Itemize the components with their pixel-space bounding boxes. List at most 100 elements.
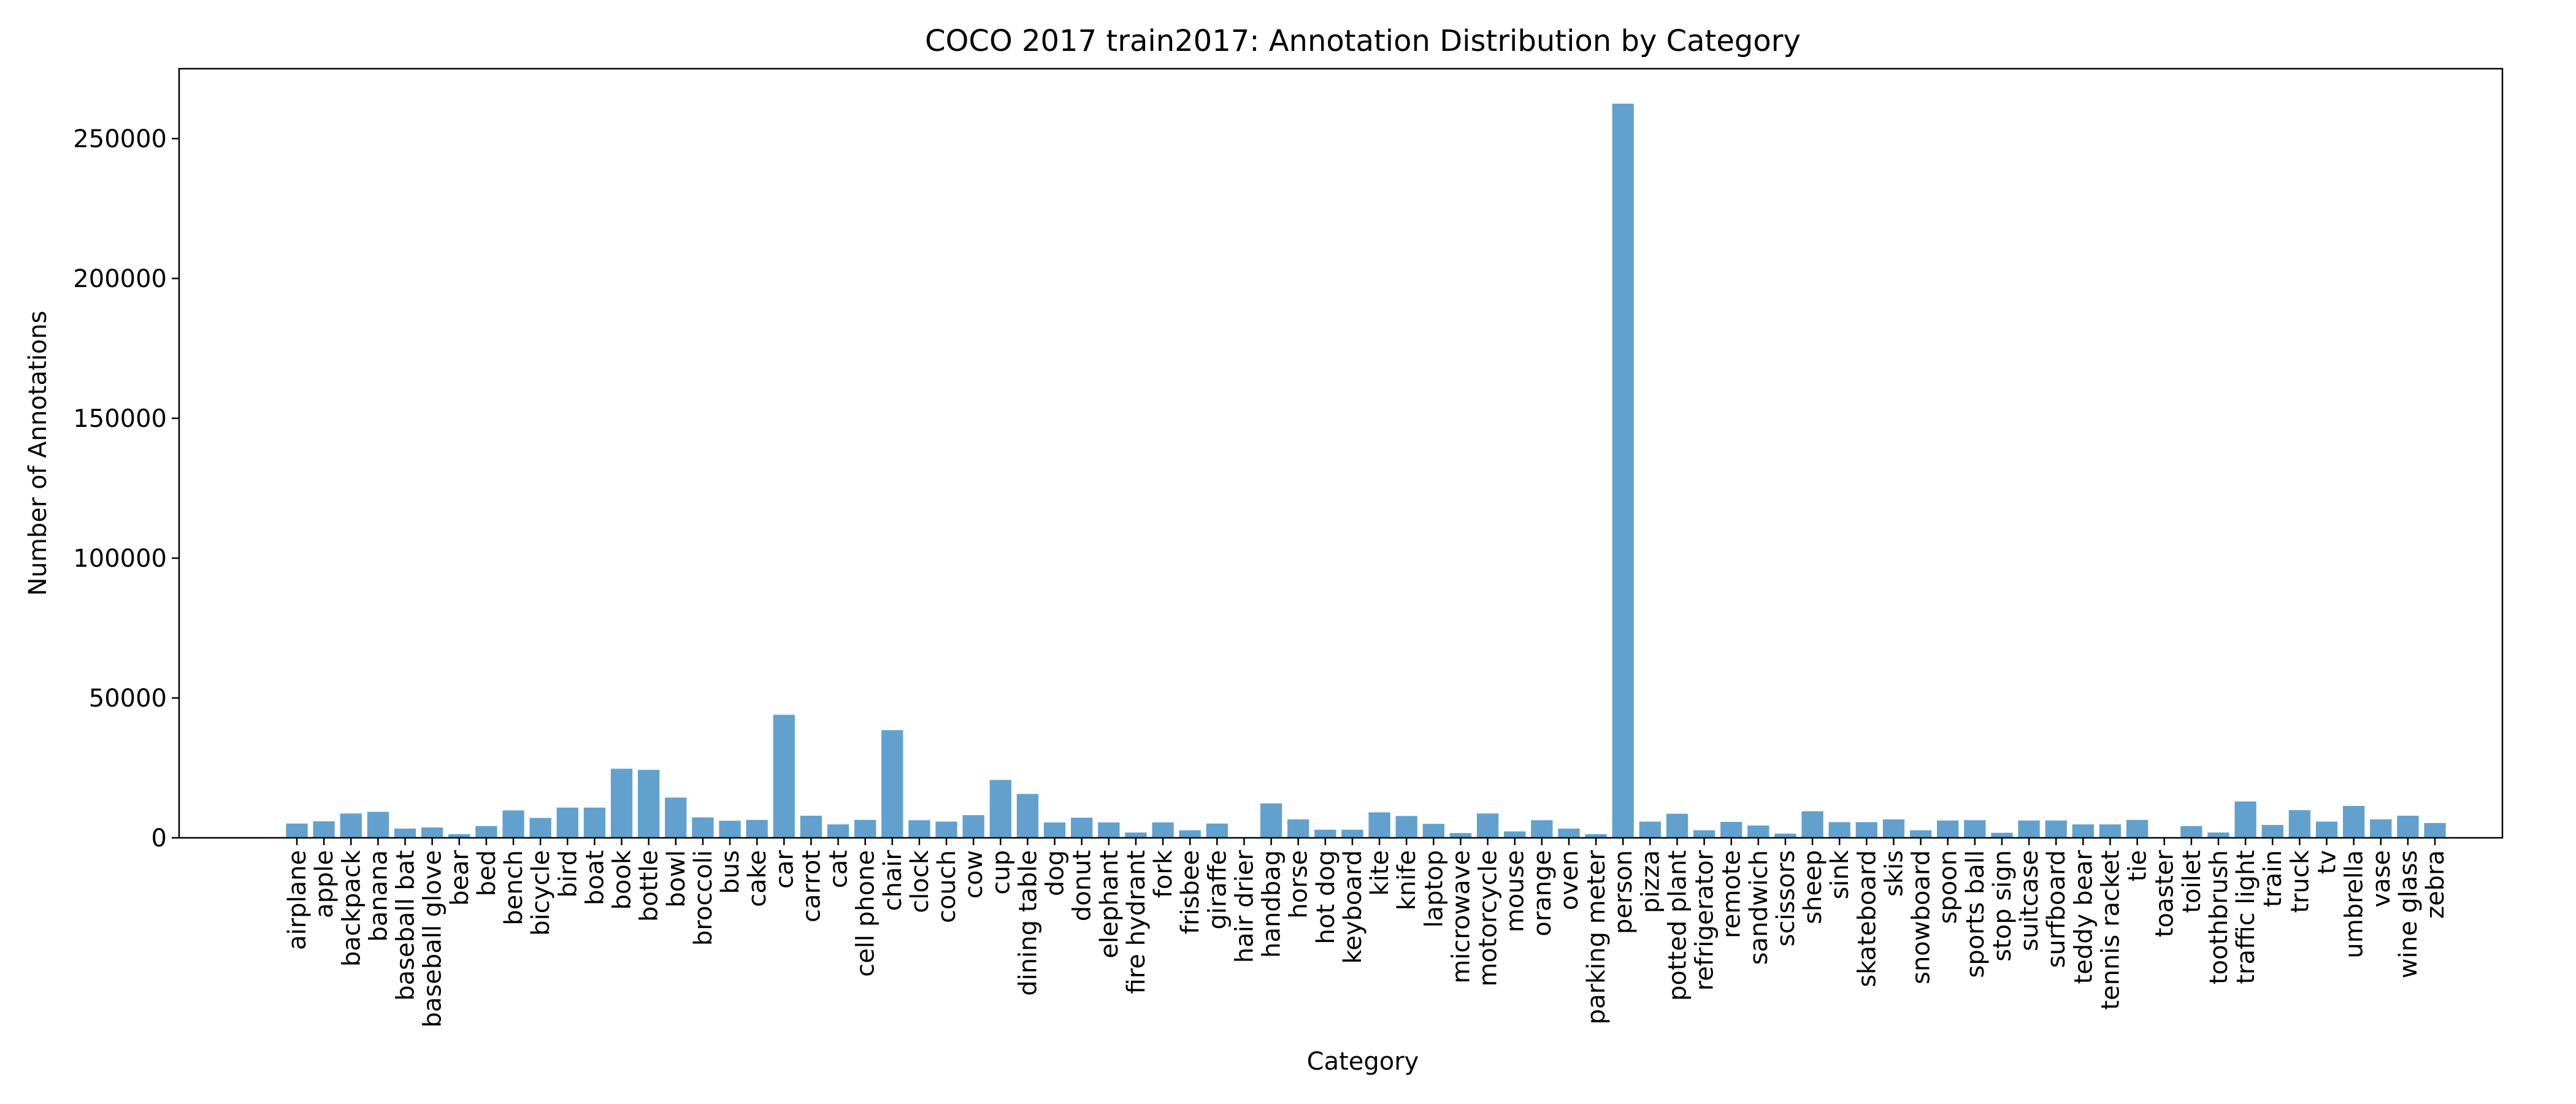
- bar-knife: [1395, 816, 1417, 838]
- x-tick-label-microwave: microwave: [1447, 850, 1475, 984]
- bar-scissors: [1774, 834, 1796, 838]
- bar-boat: [583, 807, 606, 838]
- x-tick-label-remote: remote: [1718, 850, 1746, 938]
- y-axis: 0 50000 100000 150000 200000 250000: [73, 125, 179, 853]
- bar-sports-ball: [1964, 820, 1986, 838]
- x-tick-label-tie: tie: [2124, 850, 2152, 881]
- x-tick-label-cell-phone: cell phone: [852, 850, 880, 977]
- x-tick-label-sheep: sheep: [1799, 850, 1827, 924]
- bar-surfboard: [2045, 820, 2067, 838]
- bar-zebra: [2424, 822, 2446, 838]
- bar-banana: [367, 811, 389, 838]
- bar-keyboard: [1341, 829, 1363, 838]
- chart-title: COCO 2017 train2017: Annotation Distribu…: [925, 24, 1801, 58]
- x-tick-label-toothbrush: toothbrush: [2205, 850, 2233, 984]
- bar-apple: [313, 821, 335, 838]
- bar-handbag: [1260, 803, 1282, 838]
- bar-fire-hydrant: [1125, 832, 1147, 838]
- bar-teddy-bear: [2072, 824, 2094, 838]
- bar-bus: [719, 821, 741, 838]
- bar-bed: [475, 826, 497, 838]
- x-tick-label-apple: apple: [310, 850, 339, 918]
- bar-horse: [1287, 819, 1309, 838]
- x-tick-label-book: book: [608, 849, 637, 910]
- x-tick-label-chair: chair: [879, 849, 907, 911]
- bar-tv: [2315, 821, 2338, 838]
- x-tick-label-frisbee: frisbee: [1176, 850, 1205, 934]
- bar-car: [773, 715, 795, 838]
- bar-orange: [1531, 820, 1553, 838]
- bar-tie: [2126, 819, 2149, 838]
- x-tick-label-oven: oven: [1555, 850, 1584, 910]
- bar-cow: [962, 815, 984, 838]
- x-tick-label-baseball-bat: baseball bat: [392, 850, 420, 1001]
- bar-fork: [1152, 822, 1174, 838]
- bar-backpack: [340, 813, 362, 838]
- bar-spoon: [1937, 820, 1959, 838]
- x-tick-label-sandwich: sandwich: [1745, 850, 1773, 965]
- x-tick-label-scissors: scissors: [1772, 850, 1800, 946]
- bar-book: [610, 769, 633, 838]
- bar-sink: [1828, 822, 1850, 838]
- x-tick-label-truck: truck: [2286, 849, 2314, 913]
- bars-group: [286, 104, 2446, 838]
- bar-elephant: [1098, 822, 1120, 838]
- x-tick-label-laptop: laptop: [1420, 850, 1448, 928]
- plot-frame: [178, 67, 2504, 839]
- y-axis-label: Number of Annotations: [24, 311, 52, 596]
- x-tick-label-tv: tv: [2313, 850, 2341, 874]
- x-tick-label-surfboard: surfboard: [2042, 850, 2071, 968]
- x-tick-label-toaster: toaster: [2151, 849, 2179, 937]
- bar-clock: [908, 820, 930, 838]
- x-tick-label-keyboard: keyboard: [1339, 850, 1367, 964]
- x-tick-label-orange: orange: [1528, 850, 1557, 937]
- x-tick-label-bed: bed: [473, 850, 501, 896]
- x-tick-label-motorcycle: motorcycle: [1474, 850, 1503, 987]
- x-tick-label-carrot: carrot: [797, 850, 826, 922]
- bar-stop-sign: [1991, 832, 2013, 838]
- bar-refrigerator: [1693, 830, 1715, 838]
- y-tick-label-0: 0: [151, 824, 167, 853]
- bar-bicycle: [529, 818, 551, 838]
- x-tick-label-potted-plant: potted plant: [1663, 850, 1692, 1001]
- bar-potted-plant: [1666, 813, 1689, 838]
- x-tick-label-horse: horse: [1285, 850, 1313, 919]
- x-tick-label-bear: bear: [446, 849, 474, 906]
- x-tick-label-suitcase: suitcase: [2015, 850, 2044, 951]
- x-tick-label-skateboard: skateboard: [1853, 850, 1881, 987]
- bar-bench: [502, 810, 524, 838]
- x-tick-label-spoon: spoon: [1934, 850, 1963, 924]
- x-tick-label-refrigerator: refrigerator: [1691, 849, 1719, 991]
- bar-broccoli: [692, 817, 714, 838]
- x-tick-label-couch: couch: [933, 850, 961, 923]
- bar-cup: [989, 780, 1011, 838]
- bar-tennis-racket: [2099, 824, 2122, 838]
- x-tick-label-clock: clock: [906, 849, 934, 913]
- bar-giraffe: [1206, 823, 1228, 838]
- bar-bird: [556, 807, 578, 838]
- bar-laptop: [1422, 824, 1444, 838]
- bar-vase: [2370, 819, 2392, 838]
- bar-cat: [827, 824, 849, 838]
- x-tick-label-giraffe: giraffe: [1203, 850, 1232, 930]
- y-tick-label-50000: 50000: [89, 684, 167, 713]
- bar-suitcase: [2018, 820, 2040, 838]
- y-tick-label-200000: 200000: [73, 265, 167, 293]
- x-tick-label-traffic-light: traffic light: [2232, 850, 2260, 984]
- x-tick-label-hot-dog: hot dog: [1312, 850, 1340, 944]
- x-tick-label-person: person: [1609, 850, 1638, 934]
- x-tick-label-cat: cat: [825, 850, 853, 888]
- x-tick-label-knife: knife: [1393, 850, 1421, 910]
- bar-couch: [935, 821, 957, 838]
- bar-wine-glass: [2397, 815, 2419, 838]
- x-axis-label: Category: [1307, 1048, 1419, 1076]
- bar-dog: [1043, 822, 1066, 838]
- bar-person: [1612, 104, 1634, 838]
- x-tick-label-elephant: elephant: [1095, 850, 1124, 959]
- bar-pizza: [1639, 821, 1661, 838]
- x-tick-label-bowl: bowl: [662, 850, 691, 908]
- x-tick-label-toilet: toilet: [2178, 850, 2206, 913]
- bar-chair: [881, 730, 903, 838]
- bar-snowboard: [1909, 830, 1932, 838]
- bar-frisbee: [1179, 830, 1201, 838]
